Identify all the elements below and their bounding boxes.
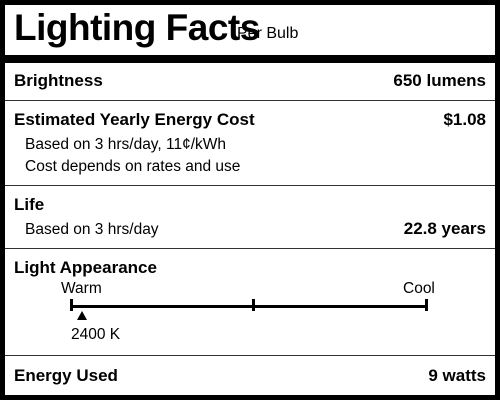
life-value: 22.8 years	[403, 219, 486, 238]
divider	[5, 248, 495, 249]
divider	[5, 100, 495, 101]
scale-tick-right	[425, 299, 428, 311]
energy-cost-note-1: Based on 3 hrs/day, 11¢/kWh	[25, 136, 227, 153]
scale-marker-triangle	[77, 311, 87, 320]
energy-used-value: 9 watts	[428, 366, 486, 385]
label-title: Lighting Facts	[14, 7, 260, 48]
divider	[5, 185, 495, 186]
life-label: Life	[14, 195, 45, 214]
marker-value: 2400 K	[71, 326, 121, 343]
brightness-value: 650 lumens	[393, 71, 486, 90]
light-appearance-label: Light Appearance	[14, 258, 157, 277]
warm-label: Warm	[61, 280, 102, 297]
life-note: Based on 3 hrs/day	[25, 221, 159, 238]
energy-cost-value: $1.08	[443, 110, 486, 129]
energy-used-label: Energy Used	[14, 366, 118, 385]
cool-label: Cool	[403, 280, 435, 297]
energy-cost-note-2: Cost depends on rates and use	[25, 158, 241, 175]
divider	[5, 355, 495, 356]
title-rule	[5, 55, 495, 63]
energy-cost-label: Estimated Yearly Energy Cost	[14, 110, 255, 129]
brightness-label: Brightness	[14, 71, 103, 90]
scale-tick-left	[70, 299, 73, 311]
label-subtitle: Per Bulb	[237, 25, 299, 42]
scale-tick-middle	[252, 299, 255, 311]
color-temperature-scale	[70, 305, 428, 308]
